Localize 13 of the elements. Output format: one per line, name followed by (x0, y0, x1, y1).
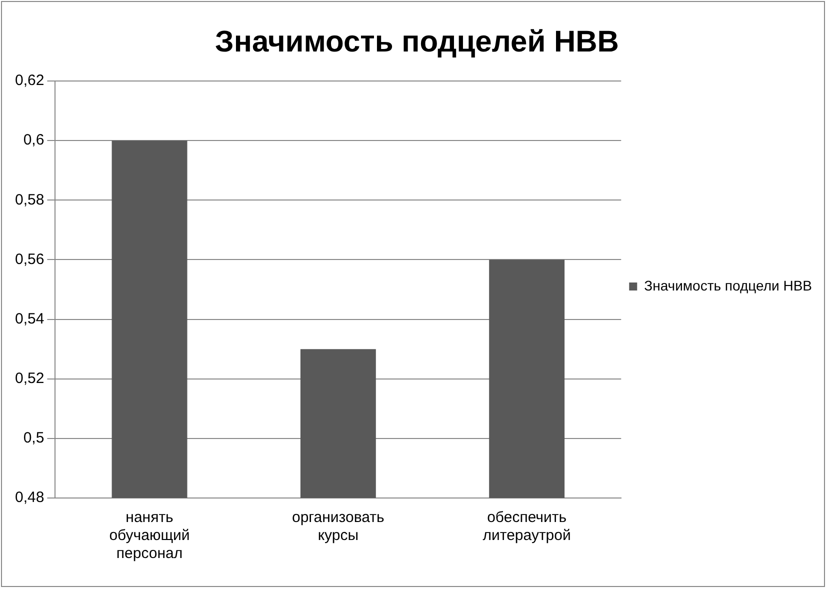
legend-label: Значимость подцели НВВ (644, 277, 812, 294)
y-tick-label: 0,56 (14, 250, 44, 268)
y-tick-label: 0,62 (14, 72, 44, 90)
chart-title: Значимость подцелей НВВ (215, 25, 619, 58)
y-tick-label: 0,6 (23, 132, 44, 149)
x-tick-label: нанять обучающий персонал (109, 509, 190, 562)
x-tick-label: обеспечить литераутрой (482, 509, 571, 544)
y-tick-label: 0,48 (14, 489, 44, 506)
y-tick-label: 0,54 (14, 310, 44, 328)
y-tick-label: 0,5 (23, 430, 44, 447)
x-tick-label: организовать курсы (292, 509, 385, 544)
y-tick-label: 0,52 (14, 370, 44, 387)
y-tick-label: 0,58 (14, 191, 44, 208)
